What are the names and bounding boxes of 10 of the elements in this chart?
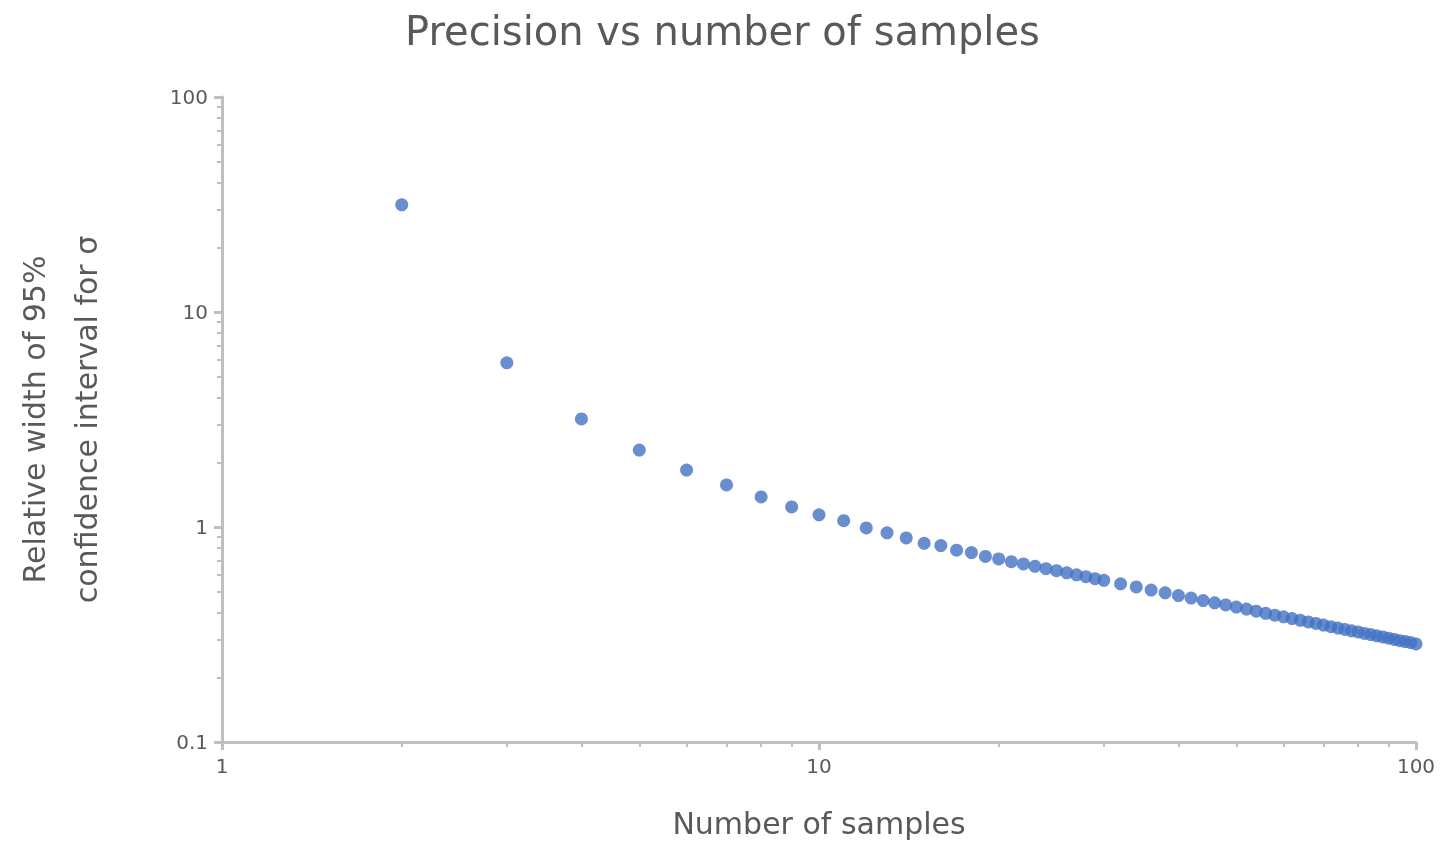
y-tick-label: 10 (182, 300, 208, 324)
x-tick-label: 10 (806, 754, 832, 778)
y-tick-label: 100 (169, 85, 208, 109)
y-tick-label: 0.1 (176, 730, 208, 754)
x-tick-label: 1 (215, 754, 229, 778)
x-axis-title: Number of samples (672, 805, 966, 841)
y-axis-title: Relative width of 95% confidence interval for σ (16, 235, 104, 604)
y-tick-label: 1 (195, 515, 208, 539)
chart-title: Precision vs number of samples (405, 8, 1040, 54)
x-tick-label: 100 (1396, 754, 1436, 778)
